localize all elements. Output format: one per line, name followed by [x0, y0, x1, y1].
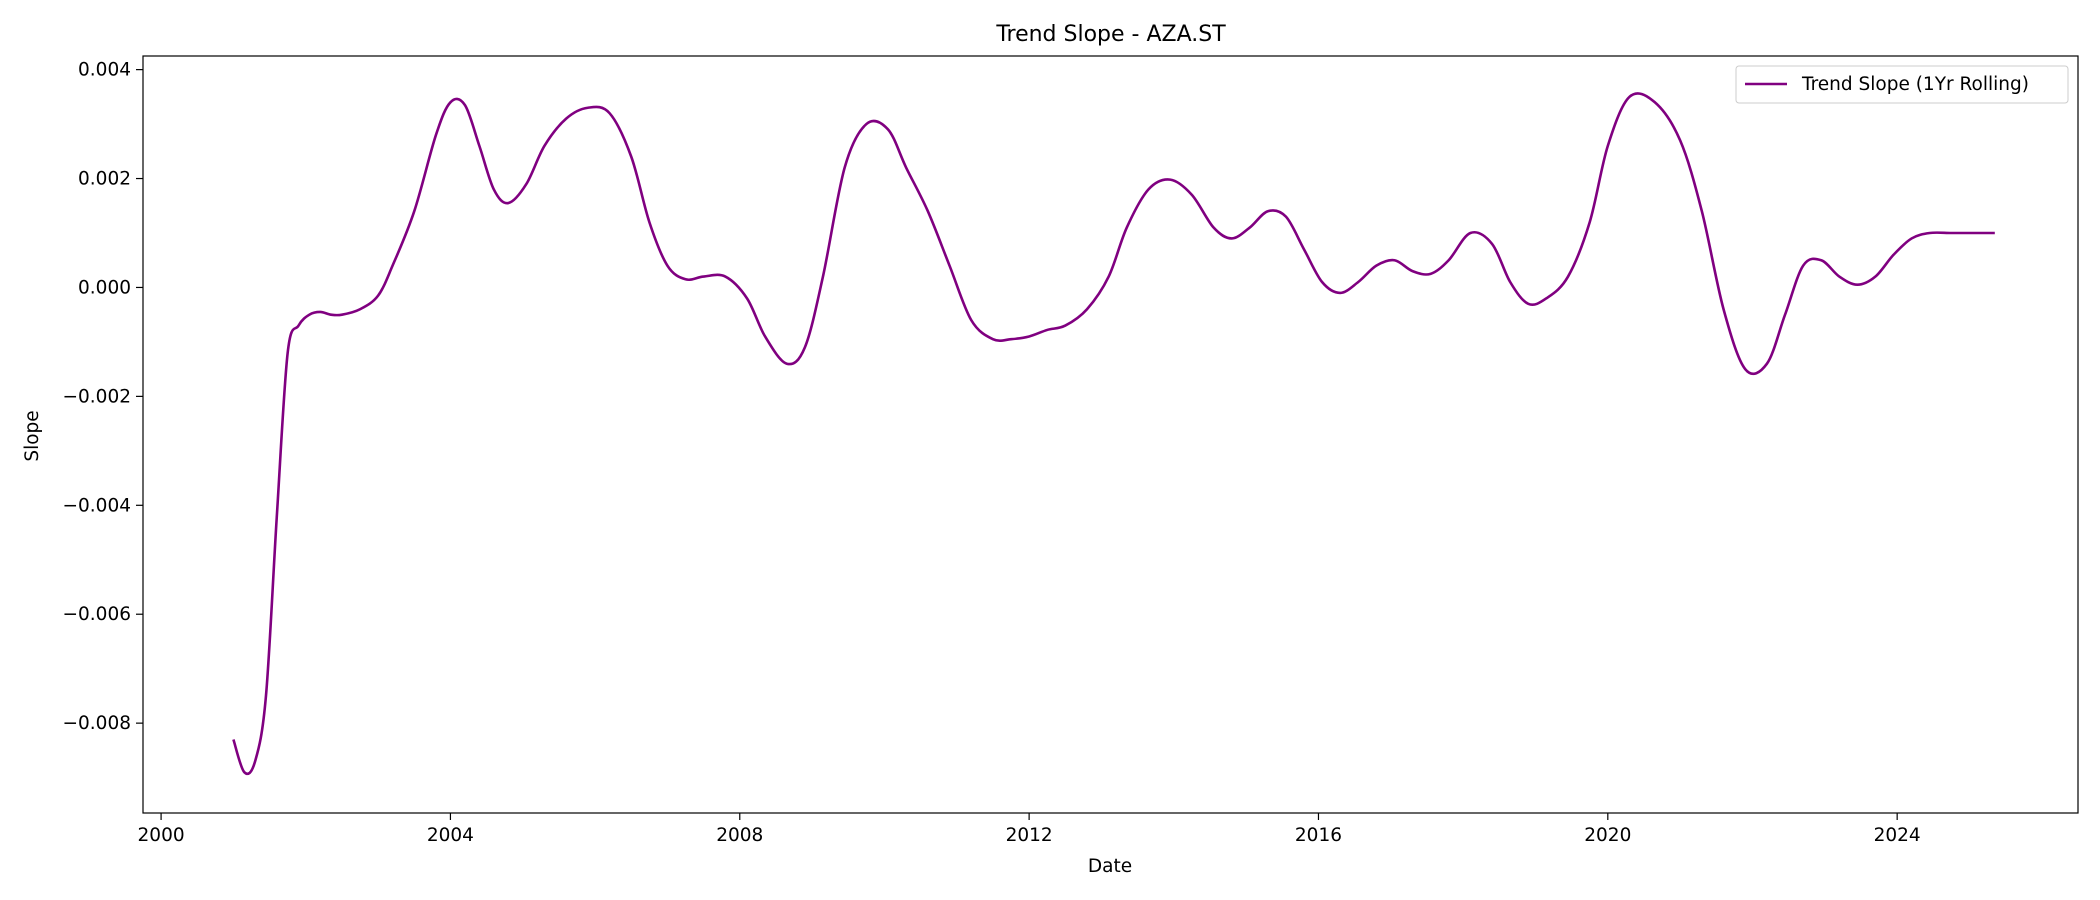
x-tick-label: 2008 [716, 825, 763, 846]
x-tick-label: 2012 [1006, 825, 1053, 846]
y-tick-label: −0.008 [63, 713, 131, 734]
y-tick-label: −0.004 [63, 495, 131, 516]
x-axis: 2000 2004 2008 2012 2016 2020 2024 [138, 813, 1921, 846]
legend: Trend Slope (1Yr Rolling) [1735, 65, 2069, 104]
x-tick-label: 2020 [1584, 825, 1631, 846]
x-axis-label: Date [1088, 856, 1132, 877]
y-tick-label: 0.000 [78, 277, 131, 298]
x-tick-label: 2000 [138, 825, 185, 846]
x-tick-label: 2004 [427, 825, 474, 846]
y-tick-label: −0.002 [63, 386, 131, 407]
y-tick-label: −0.006 [63, 604, 131, 625]
y-tick-label: 0.004 [78, 60, 131, 81]
y-axis-label: Slope [22, 410, 43, 461]
x-tick-label: 2024 [1874, 825, 1921, 846]
chart-title: Trend Slope - AZA.ST [995, 22, 1226, 47]
x-tick-label: 2016 [1295, 825, 1342, 846]
y-tick-label: 0.002 [78, 169, 131, 190]
y-axis: 0.004 0.002 0.000 −0.002 −0.004 −0.006 −0.008 [63, 60, 143, 734]
plot-area [232, 92, 1995, 776]
legend-box [1735, 65, 2069, 104]
series-line [232, 92, 1995, 776]
axes-frame [142, 55, 2079, 814]
legend-label: Trend Slope (1Yr Rolling) [1801, 74, 2029, 95]
